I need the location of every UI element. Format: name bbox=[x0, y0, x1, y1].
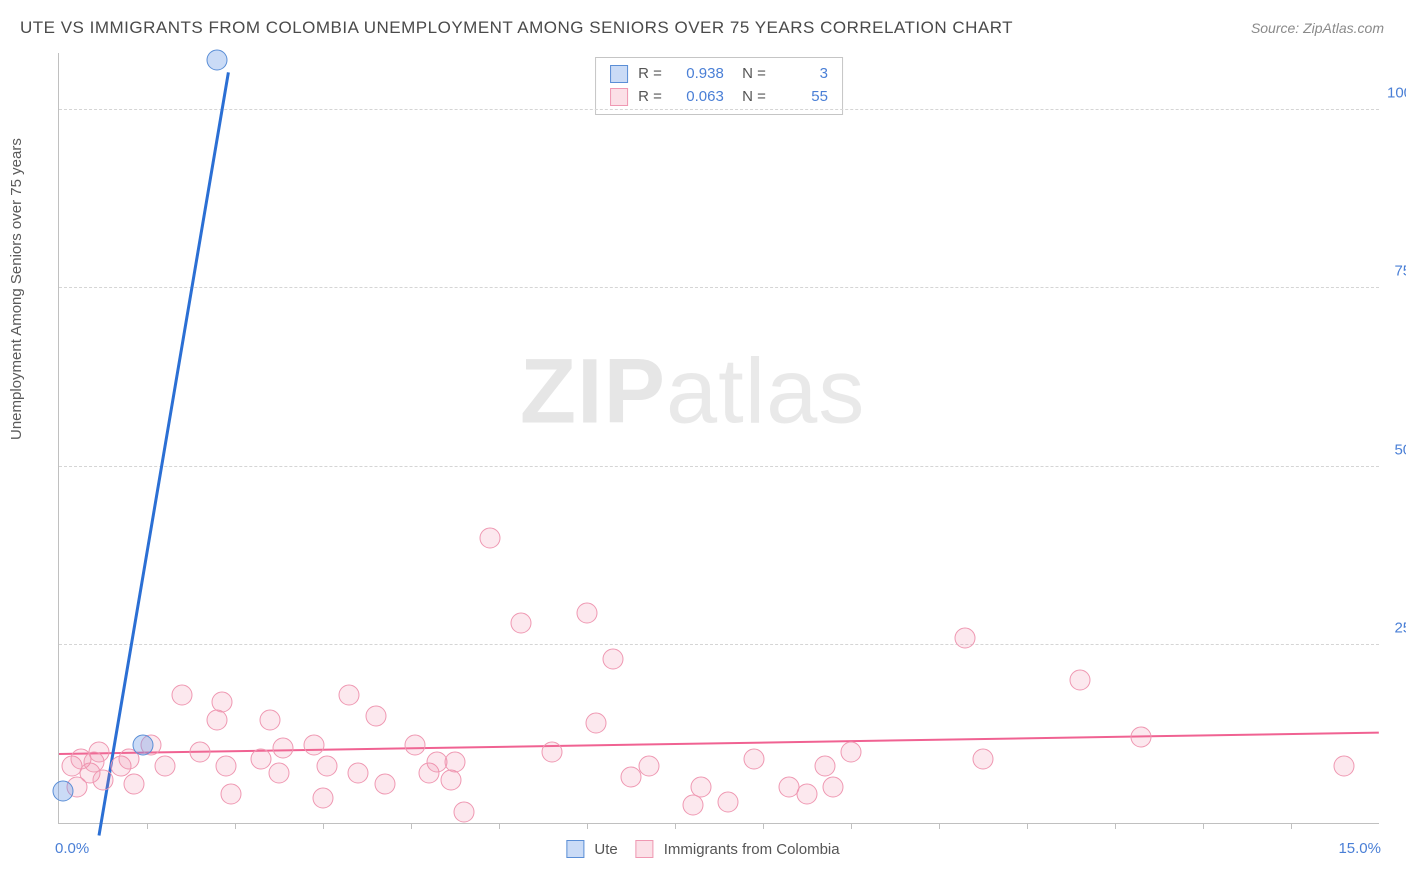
x-tick bbox=[763, 823, 764, 829]
legend-n-ute: 3 bbox=[772, 63, 828, 86]
data-point bbox=[445, 752, 466, 773]
series-label-colombia: Immigrants from Colombia bbox=[664, 841, 840, 858]
data-point bbox=[313, 788, 334, 809]
legend-r-label: R = bbox=[638, 63, 662, 86]
x-tick bbox=[1115, 823, 1116, 829]
x-tick bbox=[147, 823, 148, 829]
series-label-ute: Ute bbox=[594, 841, 617, 858]
legend-n-colombia: 55 bbox=[772, 86, 828, 109]
data-point bbox=[269, 763, 290, 784]
data-point bbox=[1069, 670, 1090, 691]
data-point bbox=[814, 755, 835, 776]
x-tick bbox=[323, 823, 324, 829]
data-point bbox=[717, 791, 738, 812]
x-tick bbox=[1203, 823, 1204, 829]
x-tick bbox=[939, 823, 940, 829]
data-point bbox=[744, 748, 765, 769]
data-point bbox=[123, 773, 144, 794]
data-point bbox=[251, 748, 272, 769]
watermark-bold: ZIP bbox=[520, 340, 666, 442]
data-point bbox=[211, 691, 232, 712]
data-point bbox=[973, 748, 994, 769]
data-point bbox=[1333, 755, 1354, 776]
data-point bbox=[132, 734, 153, 755]
data-point bbox=[797, 784, 818, 805]
swatch-colombia-icon bbox=[636, 840, 654, 858]
y-tick-label: 25.0% bbox=[1387, 619, 1406, 636]
data-point bbox=[405, 734, 426, 755]
data-point bbox=[638, 755, 659, 776]
data-point bbox=[453, 802, 474, 823]
data-point bbox=[260, 709, 281, 730]
x-tick bbox=[851, 823, 852, 829]
data-point bbox=[220, 784, 241, 805]
data-point bbox=[691, 777, 712, 798]
x-axis-max-label: 15.0% bbox=[1338, 840, 1381, 857]
x-tick bbox=[411, 823, 412, 829]
legend-row-ute: R = 0.938 N = 3 bbox=[610, 63, 828, 86]
x-tick bbox=[587, 823, 588, 829]
data-point bbox=[1131, 727, 1152, 748]
scatter-plot-area: ZIPatlas R = 0.938 N = 3 R = 0.063 N = 5… bbox=[58, 53, 1379, 824]
x-tick bbox=[499, 823, 500, 829]
data-point bbox=[440, 770, 461, 791]
data-point bbox=[374, 773, 395, 794]
x-axis-origin-label: 0.0% bbox=[55, 840, 89, 857]
data-point bbox=[88, 741, 109, 762]
legend-r-colombia: 0.063 bbox=[668, 86, 724, 109]
data-point bbox=[273, 738, 294, 759]
data-point bbox=[541, 741, 562, 762]
data-point bbox=[172, 684, 193, 705]
gridline bbox=[59, 644, 1379, 645]
gridline bbox=[59, 109, 1379, 110]
data-point bbox=[216, 755, 237, 776]
chart-title: UTE VS IMMIGRANTS FROM COLOMBIA UNEMPLOY… bbox=[20, 18, 1013, 38]
y-axis-label: Unemployment Among Seniors over 75 years bbox=[8, 138, 25, 440]
y-tick-label: 50.0% bbox=[1387, 441, 1406, 458]
data-point bbox=[585, 713, 606, 734]
x-tick bbox=[235, 823, 236, 829]
data-point bbox=[154, 755, 175, 776]
source-attribution: Source: ZipAtlas.com bbox=[1251, 20, 1384, 36]
data-point bbox=[603, 649, 624, 670]
x-tick bbox=[675, 823, 676, 829]
y-tick-label: 100.0% bbox=[1387, 85, 1406, 102]
swatch-ute-icon bbox=[610, 65, 628, 83]
data-point bbox=[841, 741, 862, 762]
data-point bbox=[365, 706, 386, 727]
legend-n-label: N = bbox=[734, 86, 766, 109]
legend-r-label: R = bbox=[638, 86, 662, 109]
y-tick-label: 75.0% bbox=[1387, 263, 1406, 280]
data-point bbox=[189, 741, 210, 762]
data-point bbox=[823, 777, 844, 798]
swatch-colombia-icon bbox=[610, 88, 628, 106]
legend-n-label: N = bbox=[734, 63, 766, 86]
data-point bbox=[511, 613, 532, 634]
x-tick bbox=[1027, 823, 1028, 829]
data-point bbox=[207, 50, 228, 71]
data-point bbox=[480, 527, 501, 548]
gridline bbox=[59, 287, 1379, 288]
x-tick bbox=[1291, 823, 1292, 829]
data-point bbox=[207, 709, 228, 730]
series-legend: Ute Immigrants from Colombia bbox=[566, 840, 839, 858]
correlation-legend: R = 0.938 N = 3 R = 0.063 N = 55 bbox=[595, 57, 843, 115]
data-point bbox=[339, 684, 360, 705]
watermark: ZIPatlas bbox=[520, 339, 865, 444]
data-point bbox=[348, 763, 369, 784]
legend-row-colombia: R = 0.063 N = 55 bbox=[610, 86, 828, 109]
data-point bbox=[53, 780, 74, 801]
gridline bbox=[59, 466, 1379, 467]
data-point bbox=[304, 734, 325, 755]
data-point bbox=[955, 627, 976, 648]
data-point bbox=[577, 602, 598, 623]
data-point bbox=[93, 770, 114, 791]
watermark-light: atlas bbox=[666, 340, 865, 442]
data-point bbox=[317, 755, 338, 776]
swatch-ute-icon bbox=[566, 840, 584, 858]
legend-r-ute: 0.938 bbox=[668, 63, 724, 86]
